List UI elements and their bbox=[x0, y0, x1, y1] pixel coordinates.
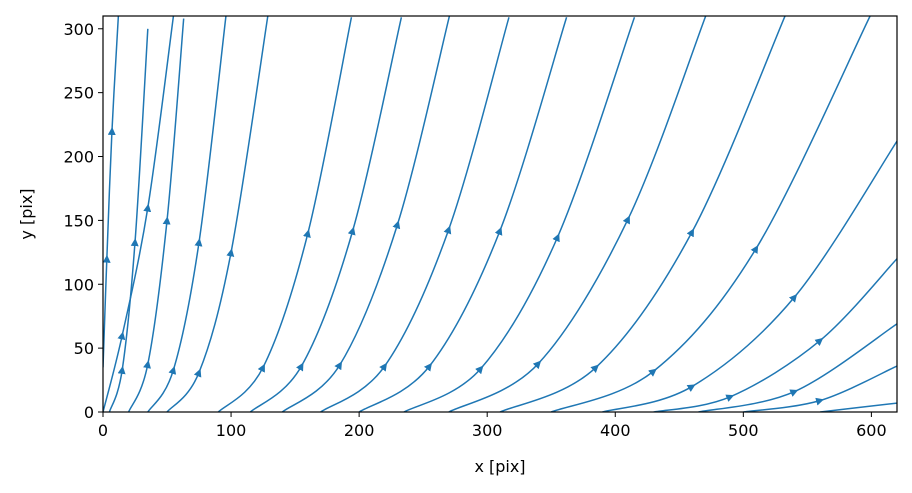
y-tick-label: 0 bbox=[84, 403, 94, 422]
streamline bbox=[108, 28, 149, 412]
streamline bbox=[147, 16, 227, 412]
x-tick-label: 600 bbox=[856, 421, 887, 440]
streamline bbox=[358, 17, 568, 412]
streamline bbox=[249, 17, 403, 412]
x-tick-label: 400 bbox=[600, 421, 631, 440]
x-tick-label: 500 bbox=[728, 421, 759, 440]
streamline bbox=[103, 16, 120, 368]
streamline bbox=[602, 140, 897, 412]
axes-frame bbox=[102, 15, 898, 413]
x-tick-label: 300 bbox=[472, 421, 503, 440]
x-tick-label: 100 bbox=[216, 421, 247, 440]
y-tick-label: 200 bbox=[63, 148, 94, 167]
plot-area bbox=[103, 16, 897, 412]
streamline bbox=[550, 16, 871, 412]
streamline bbox=[820, 402, 897, 412]
streamline bbox=[166, 16, 269, 412]
y-tick-label: 50 bbox=[74, 339, 94, 358]
y-tick-label: 250 bbox=[63, 84, 94, 103]
streamline bbox=[653, 258, 897, 412]
streamline bbox=[448, 16, 707, 412]
streamline bbox=[698, 323, 897, 412]
x-axis-label: x [pix] bbox=[474, 457, 525, 476]
x-tick-label: 200 bbox=[344, 421, 375, 440]
y-tick-label: 300 bbox=[63, 20, 94, 39]
streamline bbox=[281, 16, 451, 412]
y-tick-label: 100 bbox=[63, 275, 94, 294]
streamline bbox=[320, 17, 510, 412]
y-axis-label: y [pix] bbox=[17, 188, 36, 239]
streamline bbox=[499, 16, 786, 412]
streamline bbox=[743, 365, 897, 412]
y-tick-label: 150 bbox=[63, 211, 94, 230]
x-tick-label: 0 bbox=[98, 421, 108, 440]
streamline bbox=[127, 18, 185, 412]
streamline bbox=[103, 16, 175, 412]
